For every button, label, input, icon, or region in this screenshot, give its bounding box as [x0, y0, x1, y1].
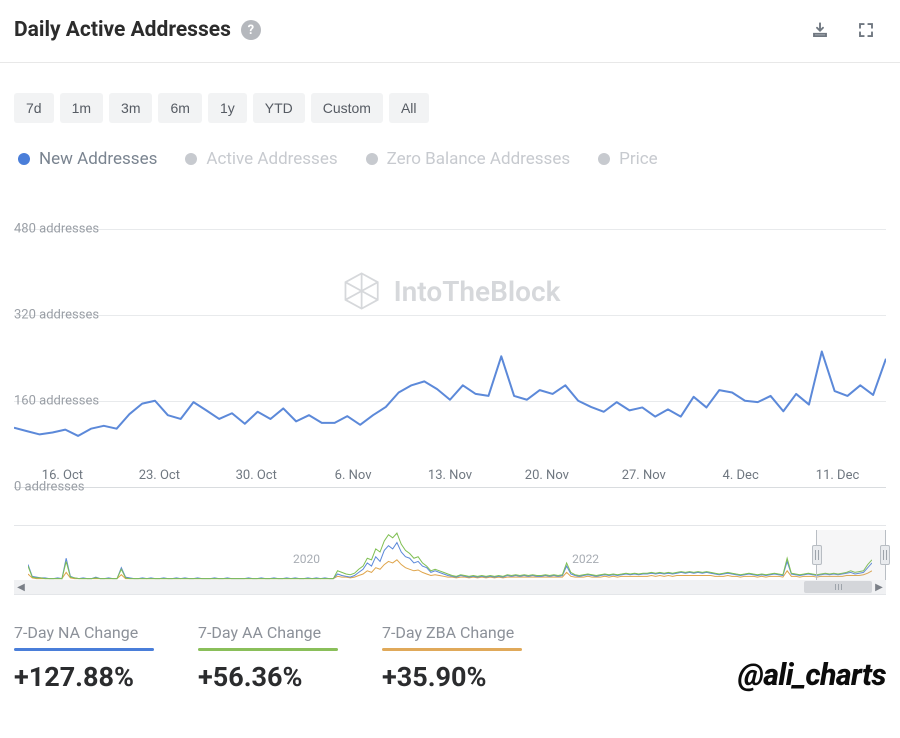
- download-icon[interactable]: [810, 21, 830, 39]
- legend-label: Price: [619, 149, 658, 169]
- stat-value: +127.88%: [14, 661, 154, 693]
- legend-dot-icon: [18, 153, 30, 165]
- range-all[interactable]: All: [389, 93, 429, 123]
- stat-title: 7-Day ZBA Change: [382, 623, 522, 642]
- main-chart[interactable]: IntoTheBlock 0 addresses160 addresses320…: [14, 207, 886, 487]
- stats-row: 7-Day NA Change +127.88% 7-Day AA Change +5…: [0, 595, 900, 693]
- author-handle: @ali_charts: [738, 658, 886, 693]
- legend-dot-icon: [366, 153, 378, 165]
- navigator-right-arrow[interactable]: ▶: [872, 580, 886, 594]
- legend-item-0[interactable]: New Addresses: [18, 149, 157, 169]
- range-3m[interactable]: 3m: [109, 93, 152, 123]
- stat-1: 7-Day AA Change +56.36%: [198, 623, 338, 693]
- x-axis-label: 11. Dec: [816, 468, 860, 483]
- legend-item-3[interactable]: Price: [598, 149, 658, 169]
- stat-underline-icon: [382, 648, 522, 651]
- stat-value: +56.36%: [198, 661, 338, 693]
- range-selector: 7d1m3m6m1yYTDCustomAll: [0, 63, 900, 141]
- stat-title: 7-Day NA Change: [14, 623, 154, 642]
- legend-label: Zero Balance Addresses: [387, 149, 571, 169]
- x-axis-label: 6. Nov: [335, 468, 372, 483]
- stat-0: 7-Day NA Change +127.88%: [14, 623, 154, 693]
- fullscreen-icon[interactable]: [856, 21, 876, 39]
- legend-dot-icon: [185, 153, 197, 165]
- x-axis-label: 16. Oct: [42, 468, 83, 483]
- x-axis-label: 30. Oct: [236, 468, 277, 483]
- navigator-scrollbar[interactable]: ◀ ▶: [14, 580, 886, 594]
- navigator[interactable]: 2020 2022 ◀ ▶: [14, 525, 886, 595]
- navigator-year-label: 2022: [572, 552, 599, 566]
- range-1y[interactable]: 1y: [208, 93, 247, 123]
- range-1m[interactable]: 1m: [60, 93, 103, 123]
- stat-underline-icon: [14, 648, 154, 651]
- help-icon[interactable]: ?: [241, 20, 261, 40]
- x-axis-label: 4. Dec: [723, 468, 759, 483]
- legend-item-2[interactable]: Zero Balance Addresses: [366, 149, 571, 169]
- x-axis-label: 23. Oct: [139, 468, 180, 483]
- stat-2: 7-Day ZBA Change +35.90%: [382, 623, 522, 693]
- x-axis-label: 20. Nov: [525, 468, 569, 483]
- legend-dot-icon: [598, 153, 610, 165]
- navigator-left-arrow[interactable]: ◀: [14, 580, 28, 594]
- legend-label: New Addresses: [39, 149, 157, 169]
- legend: New Addresses Active Addresses Zero Balanc…: [0, 141, 900, 177]
- navigator-handle-right[interactable]: [880, 545, 890, 565]
- navigator-handle-left[interactable]: [812, 545, 822, 565]
- range-7d[interactable]: 7d: [14, 93, 54, 123]
- stat-title: 7-Day AA Change: [198, 623, 338, 642]
- legend-item-1[interactable]: Active Addresses: [185, 149, 337, 169]
- range-custom[interactable]: Custom: [311, 93, 383, 123]
- range-6m[interactable]: 6m: [158, 93, 201, 123]
- header: Daily Active Addresses ?: [0, 0, 900, 63]
- navigator-thumb[interactable]: [804, 581, 872, 593]
- x-axis-label: 27. Nov: [622, 468, 666, 483]
- page-title: Daily Active Addresses: [14, 18, 231, 42]
- x-axis-label: 13. Nov: [428, 468, 472, 483]
- range-ytd[interactable]: YTD: [253, 93, 305, 123]
- stat-underline-icon: [198, 648, 338, 651]
- legend-label: Active Addresses: [206, 149, 337, 169]
- navigator-year-label: 2020: [293, 552, 320, 566]
- stat-value: +35.90%: [382, 661, 522, 693]
